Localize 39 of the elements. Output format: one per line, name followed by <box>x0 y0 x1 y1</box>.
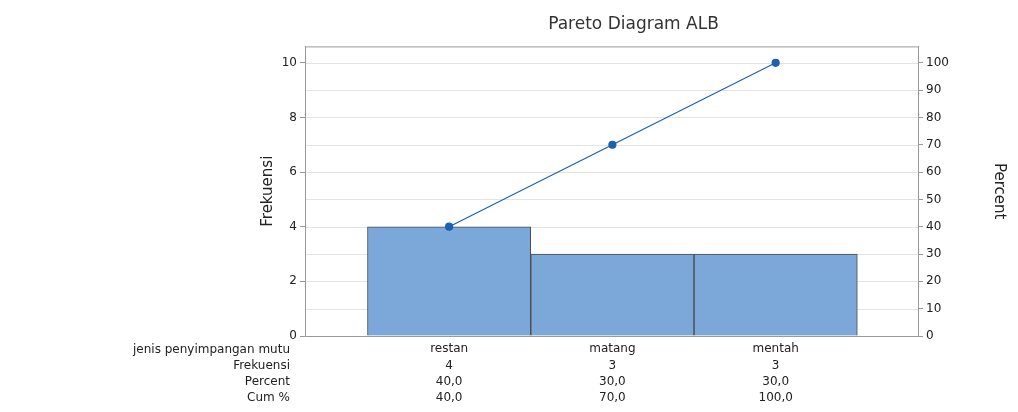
data-label: 4 <box>445 358 453 373</box>
x-tick-label: restan <box>430 341 469 356</box>
y2-tick-label: 70 <box>926 136 942 151</box>
text: 40,0 <box>435 374 463 389</box>
data-label: 100,0 <box>758 390 793 405</box>
point <box>445 222 454 231</box>
data-label: 40,0 <box>435 390 463 405</box>
y2-tick-label: 30 <box>926 246 942 261</box>
point <box>771 58 780 67</box>
data-label: 3 <box>771 358 780 373</box>
x-tick-label: mentah <box>752 341 799 356</box>
y-tick-label: 4 <box>289 218 297 233</box>
y-tick-label: 0 <box>289 328 297 343</box>
y2-tick-label: 100 <box>926 54 949 69</box>
y2-tick-label: 50 <box>926 191 942 206</box>
y2-tick-label: 0 <box>926 328 934 343</box>
text: 30,0 <box>762 374 790 389</box>
y2-axis-title: Percent <box>991 162 1010 220</box>
y-tick-label: 2 <box>289 273 297 288</box>
y2-tick-label: 90 <box>926 82 942 97</box>
y-tick-label: 10 <box>281 54 297 69</box>
point <box>608 140 617 149</box>
y2-tick-label: 60 <box>926 164 942 179</box>
text: Cum % <box>247 390 290 405</box>
text: Percent <box>244 374 291 389</box>
y2-tick-label: 10 <box>926 300 942 315</box>
data-label: 3 <box>608 358 617 373</box>
y-tick-label: 6 <box>289 164 297 179</box>
y2-tick-label: 20 <box>926 273 942 288</box>
x-axis-title: jenis penyimpangan mutu <box>131 342 290 357</box>
y2-tick-label: 40 <box>926 218 942 233</box>
text: 30,0 <box>599 374 626 389</box>
text: Frekuensi <box>233 358 290 373</box>
data-label: 70,0 <box>599 390 626 405</box>
y2-tick-label: 80 <box>926 109 942 124</box>
y-tick-label: 8 <box>289 109 297 124</box>
x-tick-label: matang <box>589 341 636 356</box>
chart-title: Pareto Diagram ALB <box>548 12 719 33</box>
y-axis-title: Frekuensi <box>257 155 276 227</box>
